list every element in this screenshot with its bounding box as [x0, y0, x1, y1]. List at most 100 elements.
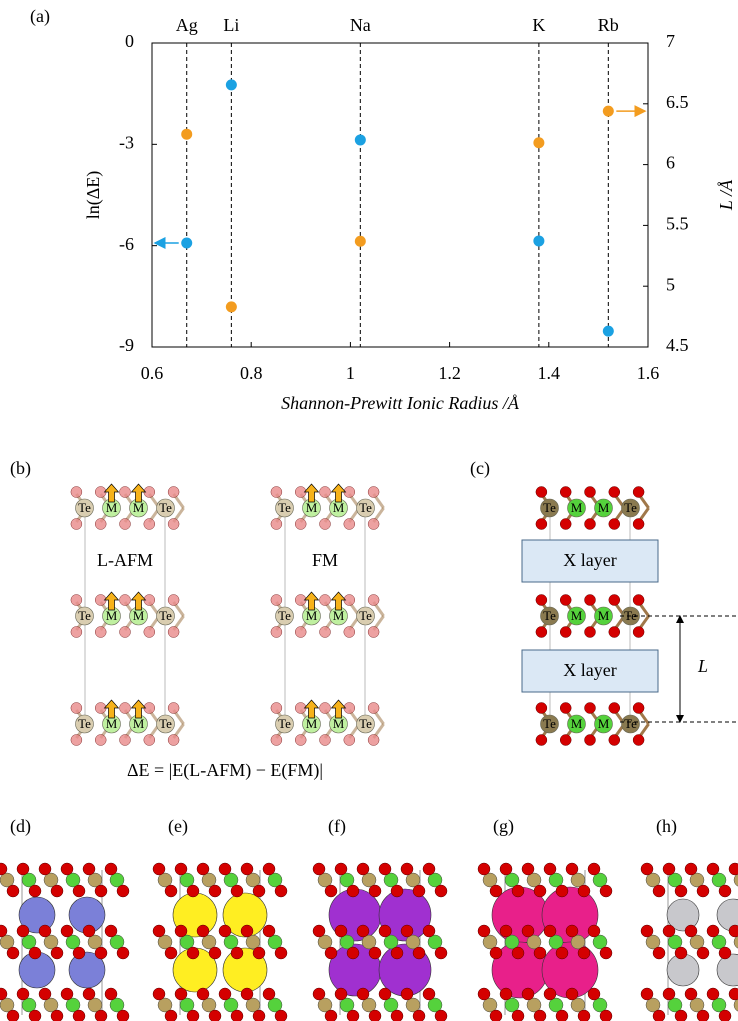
oxygen: [270, 702, 283, 714]
oxygen: [312, 862, 326, 876]
x-tick-label: 0.8: [240, 363, 263, 383]
oxygen: [390, 884, 404, 898]
oxygen: [728, 924, 738, 938]
panel-label: (b): [10, 458, 31, 479]
metal: [317, 997, 333, 1013]
oxygen: [240, 987, 254, 1001]
oxygen: [684, 862, 698, 876]
x-tick-label: 0.6: [141, 363, 164, 383]
oxygen: [434, 1009, 448, 1021]
oxygen: [535, 594, 548, 606]
oxygen: [434, 946, 448, 960]
metal: [361, 934, 377, 950]
metal: [245, 997, 261, 1013]
oxygen: [0, 862, 8, 876]
metal: [570, 997, 586, 1013]
metal: [21, 997, 37, 1013]
oxygen: [152, 987, 166, 1001]
plot-frame: [151, 42, 649, 348]
oxygen: [674, 946, 688, 960]
atom: [275, 498, 294, 518]
oxygen: [412, 946, 426, 960]
x-axis-label: Shannon-Prewitt Ionic Radius /Å: [281, 393, 520, 413]
x-layer-label: X layer: [563, 550, 616, 570]
oxygen: [28, 884, 42, 898]
metal: [109, 872, 125, 888]
oxygen: [343, 518, 356, 530]
oxygen: [632, 626, 645, 638]
oxygen: [608, 486, 621, 498]
oxygen: [400, 987, 414, 1001]
x-tick-label: 1.2: [438, 363, 461, 383]
oxygen: [16, 862, 30, 876]
oxygen: [584, 486, 596, 498]
metal: [592, 997, 608, 1013]
metal: [317, 872, 333, 888]
length-label: L: [697, 656, 708, 676]
oxygen: [378, 924, 392, 938]
element-label: K: [532, 15, 545, 35]
spin-arrow: [303, 483, 320, 503]
formula: ΔE = |E(L-AFM) − E(FM)|: [127, 760, 323, 781]
oxygen: [70, 594, 83, 606]
oxygen: [533, 884, 547, 898]
oxygen: [294, 734, 307, 746]
oxygen: [555, 884, 569, 898]
oxygen: [70, 486, 83, 498]
oxygen: [565, 987, 579, 1001]
point: [533, 235, 545, 247]
oxygen: [632, 594, 645, 606]
metal: [87, 997, 103, 1013]
atom: [621, 498, 640, 518]
metal: [339, 997, 355, 1013]
atom-label: M: [598, 500, 610, 515]
metal: [317, 934, 333, 950]
atom: [275, 606, 294, 626]
atom-label: M: [106, 716, 118, 731]
oxygen: [60, 862, 74, 876]
oxygen: [119, 486, 131, 498]
oxygen: [587, 924, 601, 938]
oxygen: [270, 594, 283, 606]
atom-label: M: [333, 716, 345, 731]
atom-label: Te: [78, 608, 91, 623]
oxygen: [240, 924, 254, 938]
oxygen: [584, 518, 596, 530]
oxygen: [72, 1009, 86, 1021]
panel-label: (a): [30, 6, 50, 27]
oxygen: [584, 734, 596, 746]
oxygen: [0, 924, 8, 938]
oxygen: [400, 862, 414, 876]
y-tick-label: -6: [119, 234, 134, 254]
oxygen: [489, 946, 503, 960]
point: [225, 301, 237, 313]
metal: [201, 934, 217, 950]
oxygen: [499, 862, 513, 876]
oxygen: [674, 884, 688, 898]
metal: [0, 997, 15, 1013]
oxygen: [294, 518, 307, 530]
metal: [65, 997, 81, 1013]
oxygen: [104, 987, 118, 1001]
spin-arrow: [330, 483, 347, 503]
oxygen: [533, 1009, 547, 1021]
oxygen: [16, 987, 30, 1001]
oxygen: [167, 626, 180, 638]
metal: [570, 934, 586, 950]
oxygen: [319, 486, 331, 498]
atom-label: Te: [543, 716, 556, 731]
oxygen: [378, 862, 392, 876]
oxygen: [252, 946, 266, 960]
metal: [689, 872, 705, 888]
oxygen: [718, 946, 732, 960]
oxygen: [587, 987, 601, 1001]
oxygen: [728, 987, 738, 1001]
oxygen: [652, 946, 666, 960]
oxygen: [577, 884, 591, 898]
oxygen: [38, 862, 52, 876]
atom: [156, 606, 175, 626]
oxygen: [367, 626, 380, 638]
oxygen: [230, 884, 244, 898]
oxygen: [477, 862, 491, 876]
